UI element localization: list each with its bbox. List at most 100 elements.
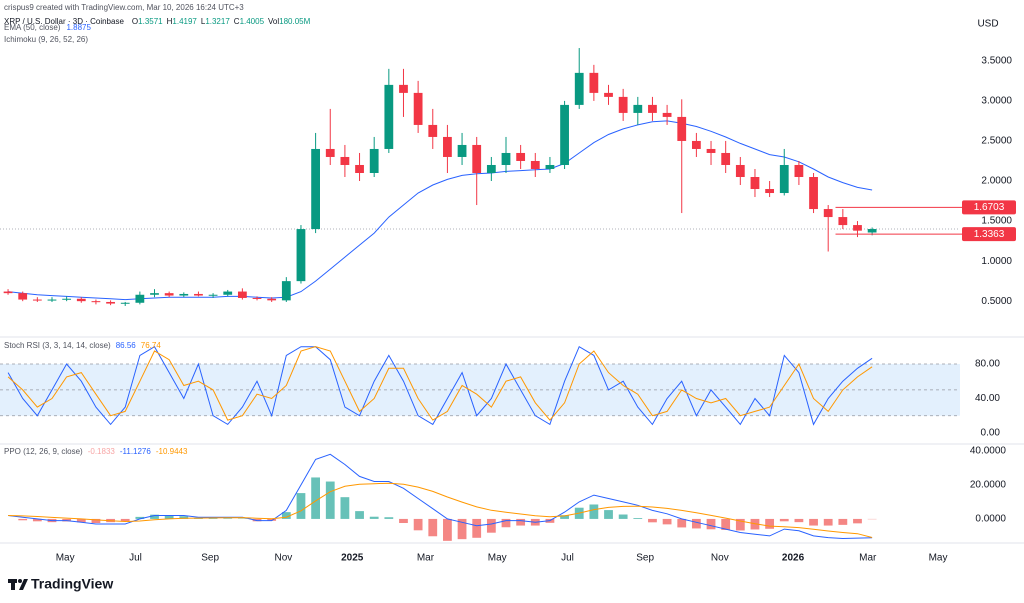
candle-body <box>735 164 745 178</box>
candle-body <box>237 291 247 298</box>
candle-body <box>150 293 159 295</box>
ema-line <box>8 120 873 301</box>
credit: crispus9 created with TradingView.com, M… <box>4 3 244 12</box>
ppo-histogram-bar <box>794 518 804 523</box>
ppo-histogram-bar <box>384 517 394 519</box>
ppo-histogram-bar <box>604 510 613 519</box>
candle-body <box>618 96 628 113</box>
level-label: 1.6703 <box>974 202 1005 213</box>
candle-body <box>428 124 438 137</box>
candle-body <box>281 281 291 301</box>
x-tick-label: Mar <box>859 553 877 564</box>
ppo-histogram-bar <box>691 518 701 529</box>
rsi-value: 86.56 <box>116 341 137 350</box>
logo-shape <box>19 579 28 590</box>
candle-body <box>560 104 569 165</box>
ohlc-key: H <box>167 17 173 26</box>
candle-body <box>779 164 789 194</box>
brand-logo <box>8 579 28 590</box>
ppo-histogram-bar <box>853 518 862 524</box>
candle-body <box>691 140 701 149</box>
candle-body <box>648 104 657 113</box>
candle-body <box>853 225 862 231</box>
ichimoku-legend: Ichimoku (9, 26, 52, 26) <box>4 35 88 44</box>
candle-body <box>18 293 28 300</box>
candle-body <box>589 72 599 93</box>
rsi-tick-label: 40.00 <box>975 393 1000 404</box>
ppo-histogram-bar <box>91 518 101 524</box>
x-tick-label: Sep <box>201 553 219 564</box>
rsi-label: Stoch RSI (3, 3, 14, 14, close) <box>4 341 111 350</box>
ppo-histogram-bar <box>296 493 306 519</box>
candle-body <box>472 144 482 173</box>
rsi-line <box>7 345 873 426</box>
ema-value: 1.8875 <box>66 23 91 32</box>
y-tick-label: 3.0000 <box>981 96 1012 107</box>
candle-body <box>47 299 57 301</box>
ppo-histogram-bar <box>662 518 672 525</box>
x-tick-label: Jul <box>129 553 142 564</box>
candle-body <box>677 116 687 141</box>
brand-name: TradingView <box>31 576 113 592</box>
candle-body <box>369 148 379 173</box>
candle-body <box>179 293 189 296</box>
candle-body <box>76 298 86 302</box>
ppo-histogram-bar <box>135 516 145 519</box>
x-tick-label: Nov <box>711 553 729 564</box>
ppo-label: PPO (12, 26, 9, close) <box>4 447 83 456</box>
ppo-line <box>8 453 873 540</box>
candle-body <box>501 152 511 165</box>
ppo-histogram-bar <box>340 497 350 519</box>
ppo-histogram-bar <box>179 516 189 519</box>
ppo-histogram-bar <box>618 514 628 519</box>
x-tick-label: May <box>929 553 948 564</box>
ppo-histogram-bar <box>443 518 452 541</box>
candle-body <box>486 164 496 173</box>
ppo-legend: PPO (12, 26, 9, close) -0.1833 -11.1276 -10… <box>4 447 188 456</box>
ppo-histogram-bar <box>32 518 42 522</box>
rsi-tick-label: 80.00 <box>975 359 1000 370</box>
ppo-histogram-bar <box>735 518 745 531</box>
candle-body <box>106 301 115 304</box>
candle-body <box>399 84 408 93</box>
ema-label: EMA (50, close) <box>4 23 61 32</box>
candle-body <box>574 72 584 105</box>
candle-body <box>267 298 277 301</box>
ppo-histogram-bar <box>76 518 86 523</box>
candle-body <box>794 164 804 178</box>
candle-body <box>823 209 833 218</box>
candle-body <box>443 136 452 157</box>
ppo-histogram-bar <box>589 504 599 519</box>
candle-body <box>355 164 364 173</box>
ohlc-key: O <box>132 17 138 26</box>
ppo-value: -0.1833 <box>88 447 116 456</box>
logo-shape <box>11 579 15 590</box>
ppo-histogram-bar <box>325 481 335 519</box>
y-tick-label: 1.5000 <box>981 216 1012 227</box>
ohlc-key: C <box>234 17 240 26</box>
candle-body <box>252 297 262 299</box>
candle-body <box>604 92 613 97</box>
candle-body <box>457 144 467 157</box>
ppo-histogram-bar <box>486 518 496 533</box>
ppo-histogram-bar <box>223 518 233 519</box>
candle-body <box>340 156 350 165</box>
candle-body <box>32 299 42 301</box>
candle-body <box>706 148 716 153</box>
x-tick-label: 2026 <box>782 553 805 564</box>
ppo-value: -11.1276 <box>120 447 152 456</box>
ohlc-value: 1.4005 <box>240 17 265 26</box>
candle-body <box>194 293 203 296</box>
candle-body <box>91 301 101 303</box>
candle-body <box>208 294 218 296</box>
ppo-histogram-bar <box>823 518 833 526</box>
ohlc-value: 1.3571 <box>138 17 163 26</box>
ppo-histogram-bar <box>311 477 320 519</box>
ppo-histogram-bar <box>472 518 482 538</box>
candle-body <box>164 293 174 296</box>
candle-body <box>311 148 320 230</box>
volume-key: Vol <box>268 17 279 26</box>
ppo-tick-label: 0.0000 <box>975 514 1006 525</box>
